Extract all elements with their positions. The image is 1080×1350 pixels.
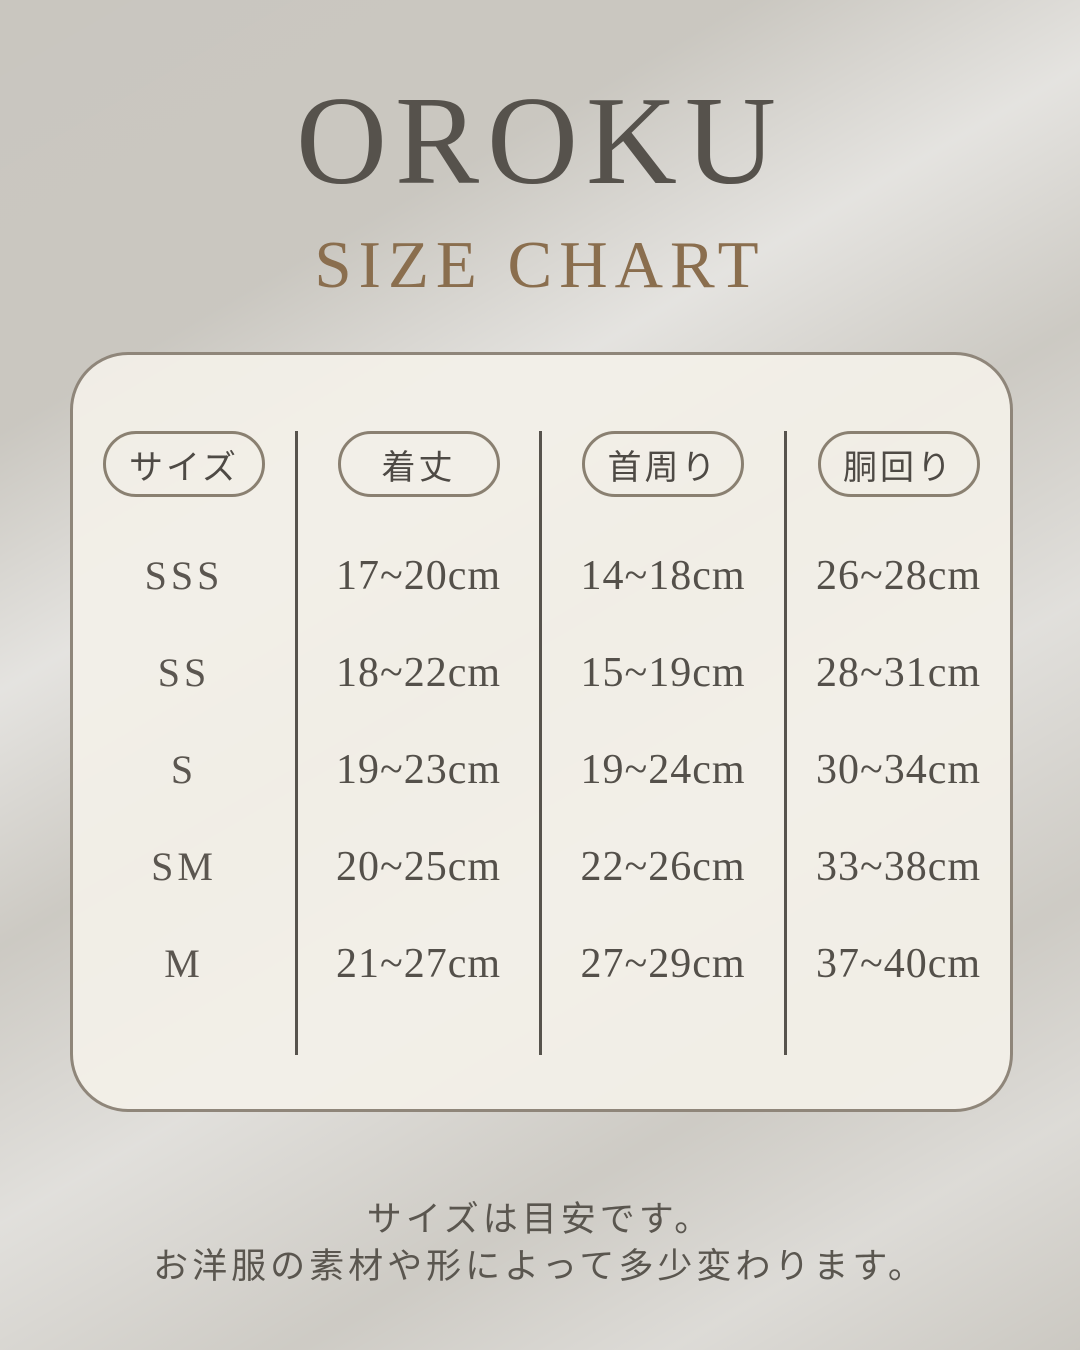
girth-cell-row2: 30~34cm xyxy=(815,746,982,793)
length-cell-row1: 18~22cm xyxy=(335,649,502,696)
footer-note-line-2: お洋服の素材や形によって多少変わります。 xyxy=(153,1247,927,1286)
size-cell-row0: SSS xyxy=(144,553,224,598)
size-cell-row3: SM xyxy=(151,844,217,889)
footer-note-line-1: サイズは目安です。 xyxy=(366,1200,714,1239)
size-cell-row4: M xyxy=(164,941,204,986)
column-header-neck: 首周り xyxy=(582,431,744,497)
girth-cell-row0: 26~28cm xyxy=(815,552,982,599)
column-header-neck-label: 首周り xyxy=(607,449,719,487)
length-cell-row3: 20~25cm xyxy=(335,843,502,890)
length-cell-row2: 19~23cm xyxy=(335,746,502,793)
footer-note: サイズは目安です。 お洋服の素材や形によって多少変わります。 xyxy=(0,1196,1080,1290)
column-divider-2 xyxy=(539,431,542,1055)
column-header-size-label: サイズ xyxy=(129,449,239,487)
girth-cell-row1: 28~31cm xyxy=(815,649,982,696)
size-table-card: サイズ SSS SS S SM M 着丈 17~20cm 18~22cm 19~… xyxy=(70,352,1013,1112)
table-column-girth: 胴回り 26~28cm 28~31cm 30~34cm 33~38cm 37~4… xyxy=(787,355,1010,1109)
length-cell-row4: 21~27cm xyxy=(335,940,502,987)
length-cell-row0: 17~20cm xyxy=(335,552,502,599)
column-header-size: サイズ xyxy=(103,431,265,497)
neck-cell-row3: 22~26cm xyxy=(580,843,746,890)
neck-cell-row0: 14~18cm xyxy=(580,552,746,599)
girth-cell-row4: 37~40cm xyxy=(815,940,982,987)
size-cell-row2: S xyxy=(170,747,198,792)
table-column-length: 着丈 17~20cm 18~22cm 19~23cm 20~25cm 21~27… xyxy=(298,355,539,1109)
neck-cell-row4: 27~29cm xyxy=(580,940,746,987)
table-column-size: サイズ SSS SS S SM M xyxy=(73,355,295,1109)
column-divider-1 xyxy=(295,431,298,1055)
size-chart-subtitle: SIZE CHART xyxy=(314,228,766,302)
column-header-length: 着丈 xyxy=(337,431,500,497)
size-cell-row1: SS xyxy=(157,650,211,695)
column-divider-3 xyxy=(784,431,787,1055)
neck-cell-row2: 19~24cm xyxy=(580,746,746,793)
brand-title: OROKU xyxy=(295,72,784,211)
table-column-neck: 首周り 14~18cm 15~19cm 19~24cm 22~26cm 27~2… xyxy=(542,355,784,1109)
column-header-length-label: 着丈 xyxy=(381,449,456,487)
column-header-girth: 胴回り xyxy=(817,431,980,497)
girth-cell-row3: 33~38cm xyxy=(815,843,982,890)
neck-cell-row1: 15~19cm xyxy=(580,649,746,696)
column-header-girth-label: 胴回り xyxy=(843,449,954,487)
